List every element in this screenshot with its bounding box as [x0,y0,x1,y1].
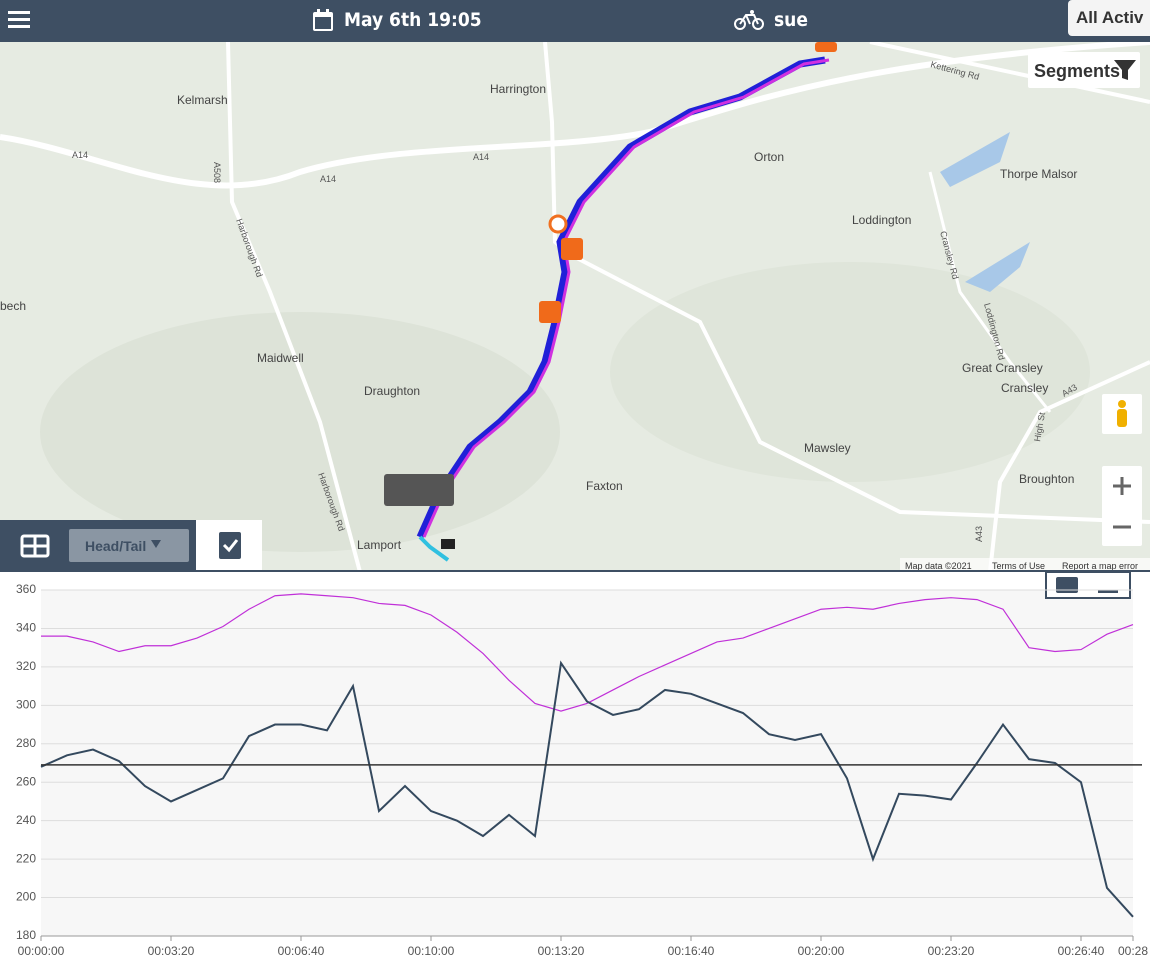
x-tick-label: 00:13:20 [538,944,585,958]
y-tick-label: 260 [16,774,36,788]
user-label: sue [774,9,808,31]
map-canvas: Harrington Kelmarsh Orton Thorpe Malsor … [0,42,1150,572]
road-label: A14 [72,150,88,160]
x-tick-label: 00:26:40 [1058,944,1105,958]
road-label: A508 [212,162,222,183]
road-label: A43 [974,526,984,542]
place-label: Mawsley [804,441,851,455]
x-tick-label: 00:16:40 [668,944,715,958]
x-tick-label: 00:03:20 [148,944,195,958]
map-footer: Map data ©2021 [905,561,972,571]
place-label: Cransley [1001,381,1048,395]
menu-button[interactable] [8,10,30,30]
y-tick-label: 180 [16,928,36,942]
head-tail-button[interactable] [69,529,189,562]
grid-button[interactable] [20,534,50,558]
y-tick-label: 240 [16,813,36,827]
series-line [41,593,1134,712]
y-tick-label: 340 [16,621,36,635]
x-tick-label: 00:23:20 [928,944,975,958]
series-line [40,660,1134,918]
header-bar: May 6th 19:05 sue All Activ [0,0,1150,42]
y-tick-label: 220 [16,851,36,865]
place-label: Kelmarsh [177,93,228,107]
x-tick-label: 00:06:40 [278,944,325,958]
filter-button[interactable]: All Activ [1068,0,1150,36]
map-footer[interactable]: Terms of Use [992,561,1045,571]
map: Harrington Kelmarsh Orton Thorpe Malsor … [0,42,1150,572]
bike-icon [734,10,764,30]
zoom-control[interactable] [1102,466,1142,546]
y-tick-label: 280 [16,736,36,750]
x-tick-label: 00:28 [1118,944,1148,958]
segments-button[interactable] [1028,52,1140,88]
place-label: Orton [754,150,784,164]
y-tick-label: 360 [16,582,36,596]
x-tick-label: 00:20:00 [798,944,845,958]
map-footer[interactable]: Report a map error [1062,561,1138,571]
x-tick-label: 00:00:00 [18,944,65,958]
place-label: Maidwell [257,351,304,365]
chart: 180 200 220 240 260 280 300 320 340 360 00:00:00 00… [16,572,1148,958]
place-label: Loddington [852,213,911,227]
place-label: Thorpe Malsor [1000,167,1077,181]
place-label: bech [0,299,26,313]
date-label: May 6th 19:05 [344,9,482,31]
place-label: Great Cransley [962,361,1043,375]
place-label: Draughton [364,384,420,398]
road-label: A14 [473,152,489,162]
head-tail-label: Head/Tail [85,538,146,554]
place-label: Lamport [357,538,402,552]
place-label: Harrington [490,82,546,96]
panel-toggle[interactable] [1045,572,1131,599]
place-label: Broughton [1019,472,1074,486]
y-tick-label: 320 [16,659,36,673]
y-tick-label: 200 [16,890,36,904]
road-label: A14 [320,174,336,184]
x-tick-label: 00:10:00 [408,944,455,958]
y-tick-label: 300 [16,698,36,712]
calendar-icon [313,9,333,31]
segments-label: Segments [1034,61,1120,81]
place-label: Faxton [586,479,623,493]
